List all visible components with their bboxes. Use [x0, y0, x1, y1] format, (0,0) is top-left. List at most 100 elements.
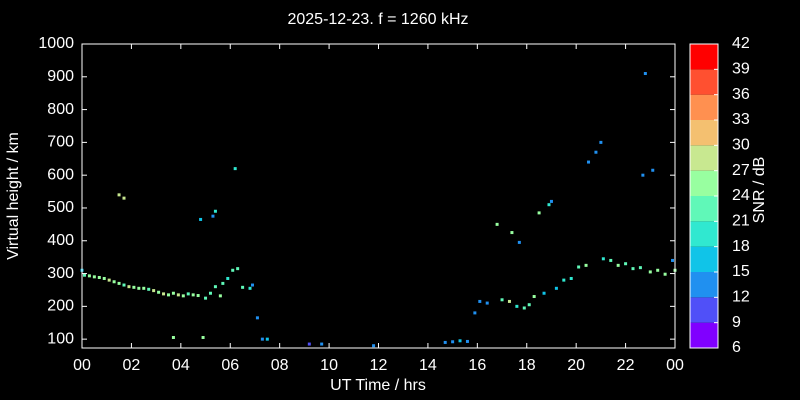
y-tick-label: 600	[47, 166, 74, 183]
data-point	[213, 285, 217, 289]
data-point	[218, 294, 222, 298]
colorbar-band	[690, 221, 718, 247]
y-tick-label: 1000	[38, 35, 74, 52]
x-tick-label: 02	[123, 357, 141, 374]
data-point	[537, 211, 541, 215]
colorbar-band	[690, 94, 718, 120]
data-point	[562, 278, 566, 282]
colorbar-band	[690, 44, 718, 70]
data-point	[609, 258, 613, 262]
colorbar-band	[690, 246, 718, 272]
x-axis-label: UT Time / hrs	[330, 377, 426, 394]
data-point	[176, 293, 180, 297]
data-point	[208, 291, 212, 295]
data-point	[166, 293, 170, 297]
data-point	[260, 337, 264, 341]
data-point	[196, 294, 200, 298]
data-point	[517, 240, 521, 244]
colorbar-tick-label: 33	[732, 111, 750, 128]
data-point	[231, 268, 235, 272]
data-point	[147, 287, 151, 291]
data-point	[542, 291, 546, 295]
colorbar-tick-label: 21	[732, 213, 750, 230]
data-point	[656, 268, 660, 272]
data-point	[112, 280, 116, 284]
data-point	[527, 303, 531, 307]
data-point	[204, 296, 208, 300]
data-point	[651, 168, 655, 172]
data-point	[265, 337, 269, 341]
data-point	[102, 276, 106, 280]
data-point	[641, 173, 645, 177]
data-point	[648, 270, 652, 274]
data-point	[372, 344, 376, 348]
plot-frame	[81, 43, 676, 349]
data-point	[451, 340, 455, 344]
data-point	[181, 294, 185, 298]
data-point	[569, 276, 573, 280]
data-point	[584, 263, 588, 267]
data-point	[577, 265, 581, 269]
data-point	[152, 289, 156, 293]
x-tick-label: 08	[271, 357, 289, 374]
colorbar-tick-label: 36	[732, 86, 750, 103]
colorbar-band	[690, 297, 718, 323]
x-tick-label: 20	[567, 357, 585, 374]
x-tick-label: 00	[73, 357, 91, 374]
data-point	[157, 290, 161, 294]
colorbar-band	[690, 145, 718, 171]
data-point	[186, 292, 190, 296]
data-point	[554, 286, 558, 290]
colorbar-tick-label: 15	[732, 263, 750, 280]
data-point	[458, 339, 462, 343]
data-point	[233, 167, 237, 171]
data-point	[122, 283, 126, 287]
data-point	[117, 193, 121, 197]
data-point	[631, 267, 635, 271]
data-point	[549, 199, 553, 203]
data-point	[211, 214, 215, 218]
x-tick-label: 16	[468, 357, 486, 374]
y-tick-label: 500	[47, 199, 74, 216]
data-point	[594, 150, 598, 154]
colorbar-label: SNR / dB	[751, 157, 768, 224]
data-point	[248, 286, 252, 290]
y-axis-label: Virtual height / km	[5, 132, 22, 260]
data-point	[191, 293, 195, 297]
y-tick-label: 300	[47, 265, 74, 282]
colorbar-tick-label: 6	[732, 339, 741, 356]
data-point	[162, 292, 166, 296]
x-tick-label: 14	[419, 357, 437, 374]
x-tick-label: 10	[320, 357, 338, 374]
data-point	[643, 72, 647, 76]
colorbar-band	[690, 272, 718, 298]
data-point	[616, 263, 620, 267]
data-point	[522, 306, 526, 310]
y-tick-label: 700	[47, 134, 74, 151]
data-point	[507, 299, 511, 303]
y-tick-label: 100	[47, 330, 74, 347]
y-tick-label: 800	[47, 101, 74, 118]
x-tick-label: 18	[518, 357, 536, 374]
data-point	[127, 285, 131, 289]
data-point	[171, 291, 175, 295]
colorbar-tick-label: 39	[732, 61, 750, 78]
colorbar-tick-label: 9	[732, 314, 741, 331]
colorbar-tick-label: 42	[732, 35, 750, 52]
data-point	[320, 342, 324, 346]
data-point	[132, 285, 136, 289]
data-point	[547, 203, 551, 207]
colorbar-band	[690, 69, 718, 95]
data-point	[638, 266, 642, 270]
x-tick-label: 00	[666, 357, 684, 374]
data-point	[82, 273, 86, 277]
x-tick-label: 12	[370, 357, 388, 374]
data-point	[485, 301, 489, 305]
data-point	[107, 278, 111, 282]
x-tick-label: 22	[617, 357, 635, 374]
colorbar-tick-label: 27	[732, 162, 750, 179]
data-point	[443, 340, 447, 344]
y-tick-label: 900	[47, 68, 74, 85]
data-point	[87, 274, 91, 278]
